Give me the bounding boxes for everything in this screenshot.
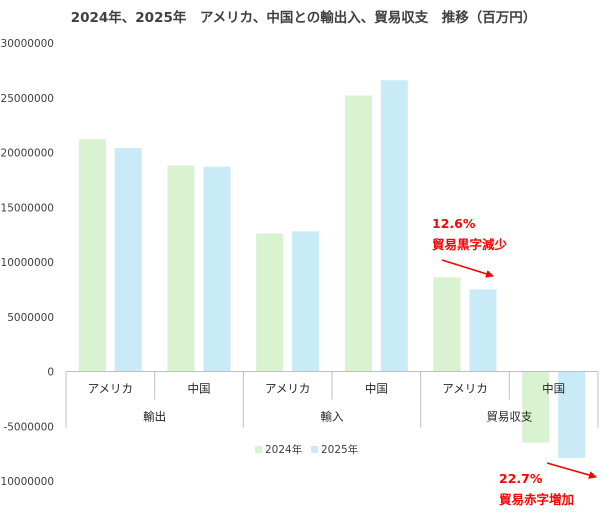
y-tick-label-0: 30000000	[1, 38, 54, 50]
bar-series1-cat0	[114, 148, 142, 372]
bar-series1-cat3	[380, 80, 408, 372]
annotation-1-line2: 貿易黒字減少	[432, 237, 508, 252]
bar-series0-cat1	[167, 165, 195, 372]
chart-title: 2024年、2025年 アメリカ、中国との輸出入、貿易収支 推移（百万円）	[70, 10, 537, 26]
bar-series0-cat5	[522, 371, 550, 443]
category-label-2: アメリカ	[265, 382, 310, 396]
y-tick-label-5: 5000000	[7, 312, 54, 324]
category-label-0: アメリカ	[88, 382, 133, 396]
bar-series0-cat0	[78, 139, 106, 372]
category-label-4: アメリカ	[442, 382, 487, 396]
legend-label-1: 2025年	[321, 443, 358, 456]
category-label-1: 中国	[188, 382, 211, 396]
y-tick-label-4: 10000000	[1, 257, 54, 269]
y-tick-label-7: -5000000	[3, 421, 54, 433]
annotation-2-arrow	[546, 462, 597, 479]
bar-series0-cat4	[433, 277, 461, 372]
bar-series0-cat2	[256, 233, 284, 372]
category-label-3: 中国	[365, 382, 388, 396]
bar-series1-cat5	[558, 371, 586, 459]
group-label-1: 輸入	[321, 410, 344, 424]
legend-swatch-0	[255, 446, 262, 453]
bar-series0-cat3	[344, 95, 372, 372]
annotation-1-arrow	[441, 259, 494, 278]
y-tick-label-6: 0	[47, 367, 54, 379]
y-tick-label-8: -10000000	[0, 476, 54, 488]
y-tick-label-1: 25000000	[1, 93, 54, 105]
group-label-2: 貿易収支	[486, 410, 532, 424]
legend-swatch-1	[311, 446, 318, 453]
bar-series1-cat2	[292, 231, 320, 372]
category-label-5: 中国	[542, 382, 565, 396]
annotation-2-line1: 22.7%	[499, 471, 543, 486]
bar-series1-cat1	[203, 166, 231, 372]
group-label-0: 輸出	[143, 410, 166, 424]
legend-label-0: 2024年	[265, 443, 302, 456]
y-tick-label-3: 15000000	[1, 202, 54, 214]
bar-series1-cat4	[469, 289, 497, 372]
y-tick-label-2: 20000000	[1, 148, 54, 160]
annotation-1-line1: 12.6%	[432, 216, 476, 231]
annotation-2-line2: 貿易赤字増加	[499, 492, 574, 507]
